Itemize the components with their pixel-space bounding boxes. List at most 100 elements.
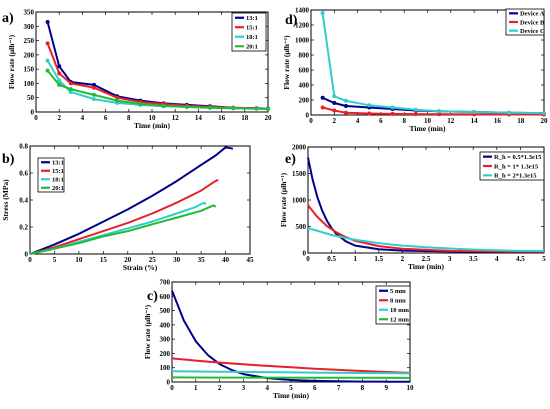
data-point <box>472 110 477 114</box>
y-tick-label: 300 <box>160 336 171 344</box>
y-tick-label: 1500 <box>292 170 307 178</box>
x-tick-label: 14 <box>195 114 203 122</box>
x-tick-label: 30 <box>173 256 181 264</box>
series-line-c-1 <box>171 357 411 374</box>
legend-label: Device C <box>520 28 545 35</box>
data-point <box>343 98 348 103</box>
y-axis-label: Flow rate (μlh⁻¹) <box>7 34 16 89</box>
y-tick-label: 0.4 <box>19 197 28 205</box>
legend-label: 15:1 <box>52 168 64 175</box>
data-point <box>390 105 395 110</box>
data-point <box>437 109 442 114</box>
x-tick-label: 0 <box>170 384 174 392</box>
data-point <box>57 82 62 87</box>
legend-label: R_h = 2*1.3e15 <box>494 173 537 180</box>
x-tick-label: 6 <box>104 114 108 122</box>
series-line-b-3 <box>29 204 217 255</box>
data-point <box>367 103 372 108</box>
x-tick-label: 2 <box>333 117 337 125</box>
x-tick-label: 9 <box>384 384 388 392</box>
x-tick-label: 4 <box>81 114 85 122</box>
series-line-e-2 <box>307 227 545 253</box>
y-tick-label: 350 <box>24 9 35 17</box>
chart-panel-a: a)0 2 4 6 8 10 12 14 16 18 20050100150200250300350… <box>2 9 272 131</box>
y-tick-label: 250 <box>24 37 35 45</box>
data-point <box>390 111 395 116</box>
y-tick-label: 200 <box>299 97 310 105</box>
x-tick-label: 35 <box>198 256 206 264</box>
legend-label: 13:1 <box>52 160 64 167</box>
x-tick-label: 1 <box>353 255 357 263</box>
y-tick-label: 600 <box>160 293 171 301</box>
x-tick-label: 1 <box>194 384 198 392</box>
legend-box-a <box>231 12 267 52</box>
x-tick-label: 10 <box>424 117 432 125</box>
data-point <box>332 94 337 99</box>
data-point <box>413 107 418 112</box>
x-tick-label: 0 <box>34 114 38 122</box>
data-point <box>115 95 120 100</box>
legend-label: 15:1 <box>246 25 258 32</box>
legend-label: 8 mm <box>390 298 406 305</box>
chart-panel-e: e) 0 0.5 1 1.5 2 2.5 3 3.5 4 4.5 5 0 500 1000 1500 2000 T… <box>279 144 546 272</box>
y-tick-label: 100 <box>160 364 171 372</box>
x-axis-label: Time (min) <box>273 391 309 400</box>
data-point <box>332 108 337 113</box>
data-point <box>45 20 50 24</box>
legend-label: 18:1 <box>52 177 64 184</box>
legend-label: 12 mm <box>390 317 410 324</box>
x-tick-label: 6 <box>379 117 383 125</box>
x-tick-label: 4 <box>495 255 499 263</box>
data-point <box>68 90 73 94</box>
data-point <box>208 105 212 110</box>
data-point <box>115 98 120 103</box>
y-tick-label: 700 <box>160 279 171 287</box>
legend-label: R_h = 0.5*1.3e15 <box>494 154 542 161</box>
data-point <box>92 85 96 90</box>
x-tick-label: 4 <box>265 384 269 392</box>
data-point <box>254 106 259 111</box>
x-tick-label: 20 <box>124 256 132 264</box>
data-point <box>343 104 348 108</box>
y-tick-label: 1200 <box>295 22 310 30</box>
x-axis-label: Time (min) <box>410 124 446 133</box>
series-line-c-2 <box>171 370 411 375</box>
legend-box-b <box>37 157 65 193</box>
y-tick-label: 0 <box>25 251 29 259</box>
data-point <box>68 81 73 86</box>
x-axis-label: Time (min) <box>408 262 444 271</box>
x-tick-label: 5 <box>289 384 293 392</box>
x-tick-label: 1.5 <box>374 255 383 263</box>
x-tick-label: 3 <box>242 384 246 392</box>
y-tick-label: 500 <box>160 307 171 315</box>
x-tick-label: 5 <box>53 256 57 264</box>
data-point <box>45 68 50 73</box>
data-point <box>320 105 325 110</box>
y-tick-label: 1000 <box>292 197 307 205</box>
y-axis-label: Stress (MPa) <box>1 179 10 221</box>
x-axis-label: Strain (%) <box>123 263 158 272</box>
y-tick-label: 0 <box>31 109 35 117</box>
data-point <box>45 58 50 63</box>
legend-box-c <box>375 285 411 325</box>
data-point <box>68 87 73 92</box>
data-point <box>92 97 96 102</box>
legend-label: 20:1 <box>246 44 258 51</box>
panel-label-c: c) <box>147 289 158 304</box>
x-tick-label: 3.5 <box>469 255 478 263</box>
data-point <box>266 106 270 111</box>
x-tick-label: 4 <box>356 117 360 125</box>
y-axis-label: Flow rate (μlh⁻¹) <box>279 172 288 227</box>
legend-label: 5 mm <box>390 288 406 295</box>
x-tick-label: 20 <box>541 117 549 125</box>
data-point <box>57 78 62 83</box>
data-point <box>507 110 512 115</box>
y-tick-label: 100 <box>24 80 35 88</box>
y-tick-label: 0 <box>306 112 310 120</box>
y-tick-label: 1000 <box>295 37 310 45</box>
x-tick-label: 0 <box>306 255 310 263</box>
data-point <box>320 11 325 15</box>
x-tick-label: 45 <box>247 256 255 264</box>
series-line-a-1 <box>46 43 269 110</box>
